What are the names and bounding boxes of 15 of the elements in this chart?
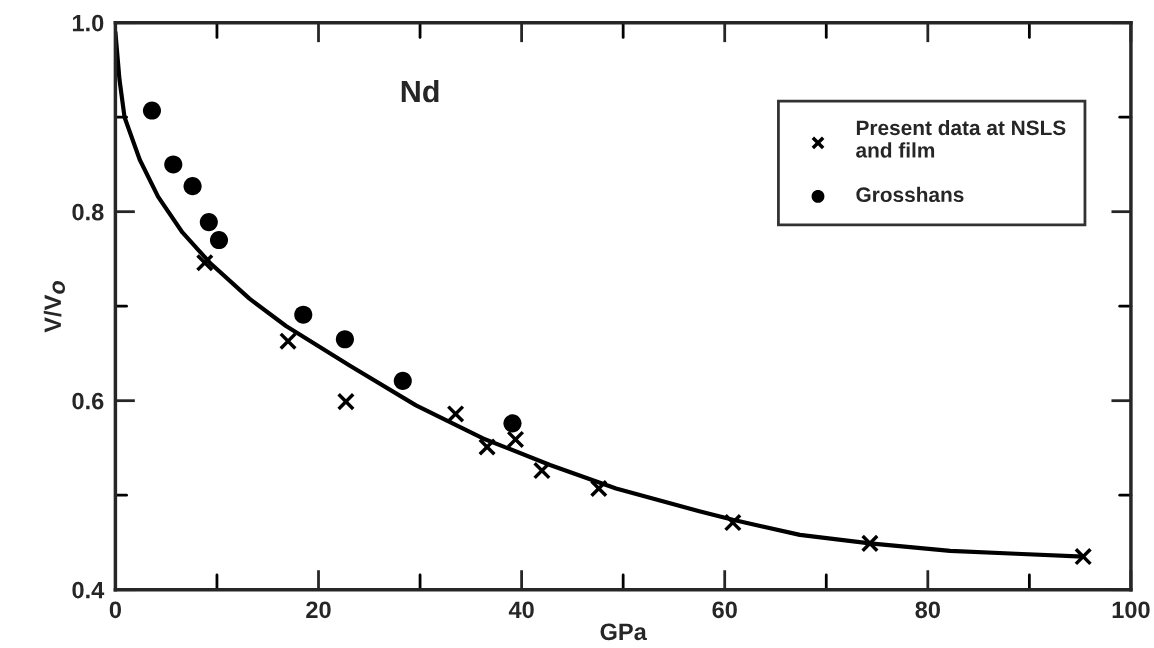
x-tick-label: 60 bbox=[712, 601, 737, 619]
x-tick-label: 80 bbox=[915, 601, 940, 619]
x-tick-label: 100 bbox=[1112, 601, 1150, 619]
y-tick-label: 0.4 bbox=[72, 581, 105, 599]
x-axis-title: GPa bbox=[600, 623, 647, 641]
x-tick-label: 0 bbox=[109, 601, 121, 619]
y-tick-label: 1.0 bbox=[72, 14, 104, 32]
legend-label: Present data at NSLS and film bbox=[856, 119, 1066, 158]
y-axis-title: V/V$_{O}$ bbox=[43, 281, 65, 333]
y-tick-label: 0.8 bbox=[72, 203, 104, 221]
y-tick-label: 0.6 bbox=[72, 392, 104, 410]
x-tick-label: 20 bbox=[306, 601, 331, 619]
legend-label: Grosshans bbox=[856, 186, 964, 203]
x-tick-label: 40 bbox=[508, 601, 534, 619]
annotation: Nd bbox=[401, 79, 439, 103]
